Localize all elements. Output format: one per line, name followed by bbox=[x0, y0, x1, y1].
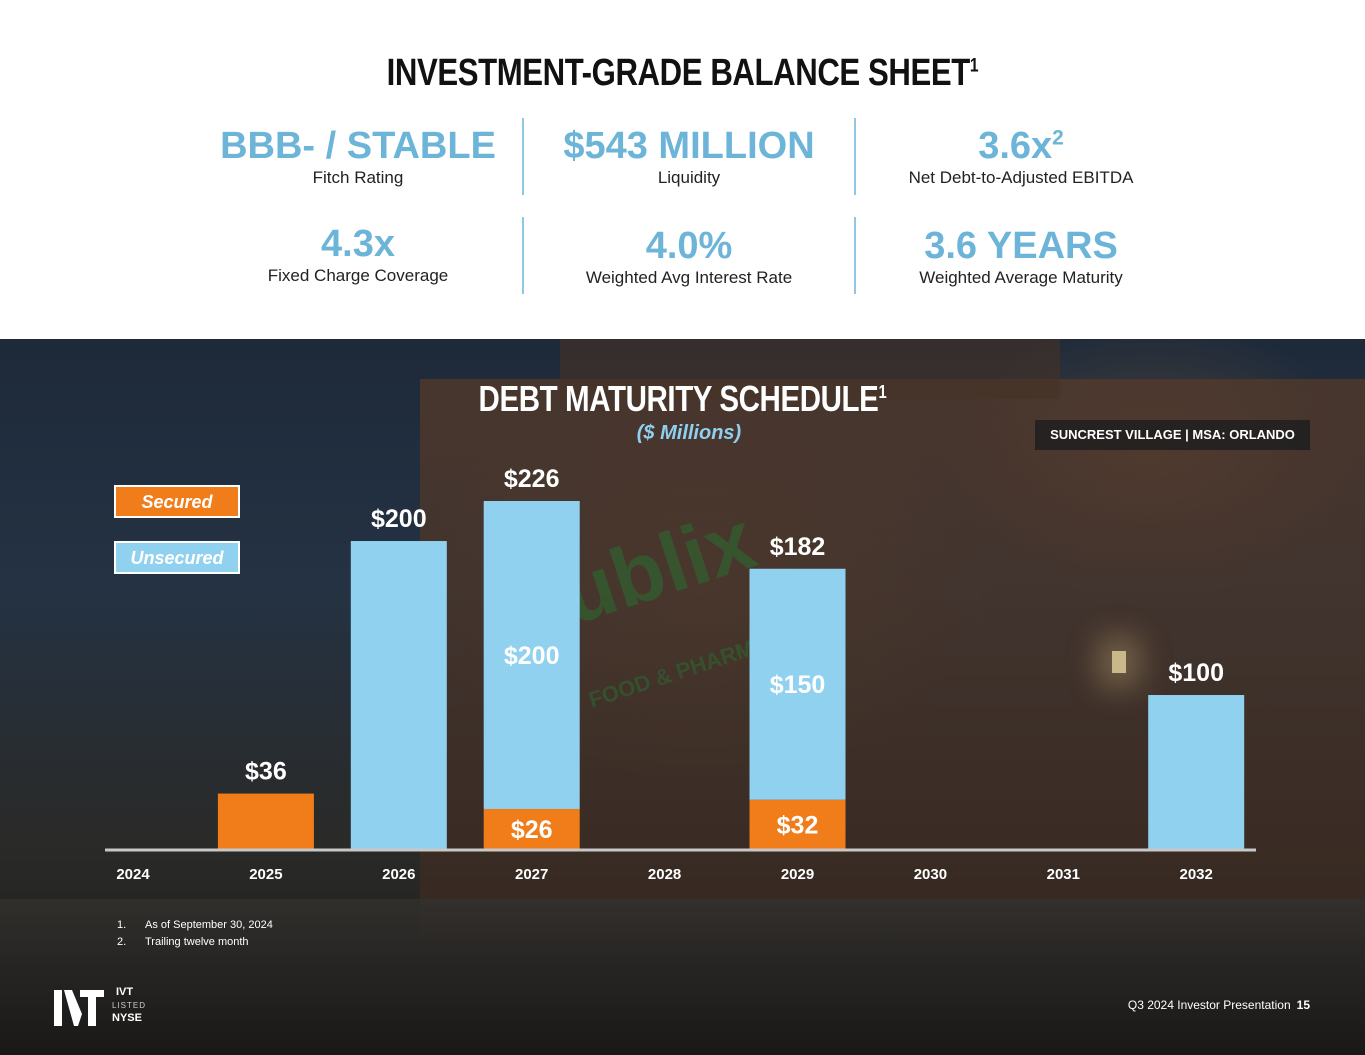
total-label-2026: $200 bbox=[371, 505, 427, 533]
page-footer: Q3 2024 Investor Presentation 15 bbox=[1128, 998, 1310, 1012]
x-tick-label-2024: 2024 bbox=[116, 866, 150, 883]
metric-value: 4.3x bbox=[321, 223, 395, 265]
street bbox=[0, 899, 1365, 1055]
metric-weighted-avg-interest: 4.0% Weighted Avg Interest Rate bbox=[519, 226, 859, 288]
metric-value: BBB- / STABLE bbox=[220, 125, 496, 167]
metric-value: 4.0% bbox=[645, 225, 733, 267]
metric-fitch-rating: BBB- / STABLE Fitch Rating bbox=[188, 126, 528, 188]
x-tick-label-2031: 2031 bbox=[1047, 866, 1080, 883]
metric-label: Weighted Avg Interest Rate bbox=[585, 268, 793, 287]
logo-exchange: NYSE bbox=[112, 1012, 142, 1024]
metric-liquidity: $543 MILLION Liquidity bbox=[519, 126, 859, 188]
total-label-2025: $36 bbox=[245, 758, 287, 786]
total-label-2027: $226 bbox=[504, 465, 560, 493]
footnotes: 1. As of September 30, 2024 2. Trailing tw… bbox=[117, 917, 273, 951]
footnote-2: 2. Trailing twelve month bbox=[117, 936, 249, 948]
wall-lamp-icon bbox=[1112, 651, 1126, 673]
x-tick-label-2030: 2030 bbox=[914, 866, 947, 883]
background-photo: ublix FOOD & PHARMA bbox=[0, 339, 1365, 1055]
page-number: 15 bbox=[1296, 998, 1310, 1012]
total-label-2032: $100 bbox=[1168, 659, 1224, 687]
ivt-logo-icon bbox=[54, 990, 104, 1026]
logo-ticker: IVT bbox=[116, 986, 134, 998]
bar-unsecured-2029 bbox=[749, 568, 846, 800]
building-roofline bbox=[560, 339, 1060, 399]
metric-value: $543 MILLION bbox=[563, 125, 815, 167]
footnote-1: 1. As of September 30, 2024 bbox=[117, 919, 273, 931]
metric-divider bbox=[854, 217, 856, 294]
logo-text: IVT LISTED NYSE bbox=[112, 986, 146, 1025]
x-tick-label-2027: 2027 bbox=[515, 866, 548, 883]
metric-label: Liquidity bbox=[657, 168, 721, 187]
x-tick-label-2029: 2029 bbox=[781, 866, 814, 883]
photo-caption: SUNCREST VILLAGE | MSA: ORLANDO bbox=[1035, 420, 1310, 450]
chart-subtitle: ($ Millions) bbox=[636, 422, 742, 444]
x-tick-label-2028: 2028 bbox=[648, 866, 681, 883]
segment-label-unsecured-2029: $150 bbox=[770, 671, 826, 699]
metric-weighted-avg-maturity: 3.6 YEARS Weighted Average Maturity bbox=[851, 226, 1191, 288]
metric-label: Fitch Rating bbox=[312, 168, 404, 187]
legend-secured-label: Secured bbox=[141, 492, 213, 512]
metric-value: 3.6x2 bbox=[978, 125, 1064, 167]
chart-title: DEBT MATURITY SCHEDULE1 bbox=[478, 378, 887, 419]
metric-divider bbox=[522, 118, 524, 195]
bar-unsecured-2027 bbox=[483, 501, 580, 809]
segment-label-unsecured-2027: $200 bbox=[504, 642, 560, 670]
metric-divider bbox=[522, 217, 524, 294]
footer-text: Q3 2024 Investor Presentation bbox=[1127, 998, 1291, 1012]
balance-sheet-title: INVESTMENT-GRADE BALANCE SHEET1 bbox=[386, 52, 979, 94]
logo-listed: LISTED bbox=[112, 1001, 147, 1010]
segment-label-secured-2029: $32 bbox=[777, 811, 819, 839]
x-tick-label-2025: 2025 bbox=[249, 866, 282, 883]
metric-divider bbox=[854, 118, 856, 195]
total-label-2029: $182 bbox=[770, 533, 826, 561]
balance-sheet-section: INVESTMENT-GRADE BALANCE SHEET1 BBB- / S… bbox=[0, 0, 1365, 339]
metric-fixed-charge-coverage: 4.3x Fixed Charge Coverage bbox=[188, 224, 528, 286]
segment-label-secured-2027: $26 bbox=[511, 816, 553, 844]
x-tick-label-2032: 2032 bbox=[1180, 866, 1213, 883]
metric-value: 3.6 YEARS bbox=[924, 225, 1118, 267]
x-tick-label-2026: 2026 bbox=[382, 866, 415, 883]
metric-net-debt-ebitda: 3.6x2 Net Debt-to-Adjusted EBITDA bbox=[851, 126, 1191, 188]
bar-unsecured-2032 bbox=[1148, 695, 1245, 849]
bar-secured-2027 bbox=[483, 808, 580, 849]
legend-unsecured-label: Unsecured bbox=[130, 548, 224, 568]
metric-label: Net Debt-to-Adjusted EBITDA bbox=[908, 168, 1134, 187]
bar-secured-2025 bbox=[217, 793, 314, 849]
bar-unsecured-2026 bbox=[350, 541, 447, 849]
metric-label: Weighted Average Maturity bbox=[919, 268, 1123, 287]
legend-unsecured-swatch bbox=[114, 541, 240, 574]
legend-secured-swatch bbox=[114, 485, 240, 518]
bar-secured-2029 bbox=[749, 799, 846, 849]
metric-label: Fixed Charge Coverage bbox=[267, 266, 449, 285]
